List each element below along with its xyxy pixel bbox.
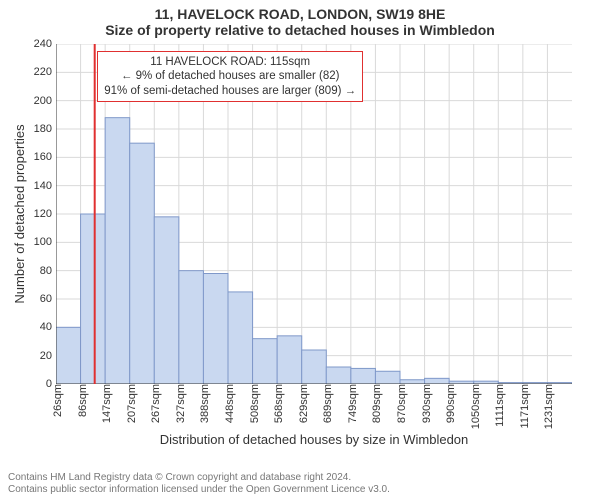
- x-tick-label: 870sqm: [392, 384, 408, 423]
- y-tick-label: 100: [34, 236, 56, 248]
- histogram-bar: [56, 327, 81, 384]
- x-tick-label: 629sqm: [294, 384, 310, 423]
- annotation-line1: 11 HAVELOCK ROAD: 115sqm: [104, 55, 356, 69]
- x-tick-label: 1050sqm: [466, 384, 482, 429]
- y-tick-label: 240: [34, 38, 56, 50]
- x-tick-label: 207sqm: [122, 384, 138, 423]
- histogram-bar: [351, 368, 376, 384]
- y-tick-label: 60: [40, 293, 56, 305]
- x-tick-label: 147sqm: [97, 384, 113, 423]
- x-tick-label: 267sqm: [146, 384, 162, 423]
- x-tick-label: 1171sqm: [515, 384, 531, 428]
- annotation-line3: 91% of semi-detached houses are larger (…: [104, 84, 356, 98]
- y-tick-label: 80: [40, 265, 56, 277]
- annotation-line2: ← 9% of detached houses are smaller (82): [104, 69, 356, 83]
- histogram-bar: [375, 371, 400, 384]
- x-tick-label: 809sqm: [367, 384, 383, 423]
- histogram-bar: [253, 339, 278, 384]
- histogram-bar: [228, 292, 253, 384]
- histogram-bar: [130, 143, 155, 384]
- y-tick-label: 40: [40, 321, 56, 333]
- histogram-bar: [179, 271, 204, 384]
- y-tick-label: 200: [34, 95, 56, 107]
- y-tick-label: 180: [34, 123, 56, 135]
- footer-line1: Contains HM Land Registry data © Crown c…: [8, 472, 390, 484]
- x-axis-label: Distribution of detached houses by size …: [56, 432, 572, 447]
- histogram-bar: [105, 118, 130, 384]
- x-tick-label: 1231sqm: [539, 384, 555, 429]
- histogram-bar: [277, 336, 302, 384]
- y-tick-label: 120: [34, 208, 56, 220]
- y-tick-label: 220: [34, 66, 56, 78]
- histogram-bar: [154, 217, 179, 384]
- x-tick-label: 930sqm: [417, 384, 433, 423]
- x-tick-label: 508sqm: [245, 384, 261, 423]
- footer-attribution: Contains HM Land Registry data © Crown c…: [8, 472, 390, 496]
- x-tick-label: 990sqm: [441, 384, 457, 423]
- chart-figure: 11, HAVELOCK ROAD, LONDON, SW19 8HE Size…: [0, 0, 600, 500]
- chart-title-line2: Size of property relative to detached ho…: [0, 22, 600, 38]
- y-tick-label: 20: [40, 350, 56, 362]
- histogram-bar: [302, 350, 327, 384]
- histogram-bar: [326, 367, 351, 384]
- plot-area: 02040608010012014016018020022024026sqm86…: [56, 44, 572, 384]
- y-tick-label: 140: [34, 180, 56, 192]
- x-tick-label: 26sqm: [48, 384, 64, 417]
- histogram-bar: [203, 274, 228, 385]
- x-tick-label: 388sqm: [195, 384, 211, 423]
- y-tick-label: 160: [34, 151, 56, 163]
- annotation-box: 11 HAVELOCK ROAD: 115sqm← 9% of detached…: [97, 51, 363, 102]
- x-tick-label: 1111sqm: [490, 384, 506, 427]
- x-tick-label: 568sqm: [269, 384, 285, 423]
- footer-line2: Contains public sector information licen…: [8, 484, 390, 496]
- x-tick-label: 327sqm: [171, 384, 187, 423]
- x-tick-label: 86sqm: [73, 384, 89, 417]
- x-tick-label: 448sqm: [220, 384, 236, 423]
- histogram-bar: [81, 214, 106, 384]
- chart-title-line1: 11, HAVELOCK ROAD, LONDON, SW19 8HE: [0, 0, 600, 22]
- x-tick-label: 689sqm: [318, 384, 334, 423]
- x-tick-label: 749sqm: [343, 384, 359, 423]
